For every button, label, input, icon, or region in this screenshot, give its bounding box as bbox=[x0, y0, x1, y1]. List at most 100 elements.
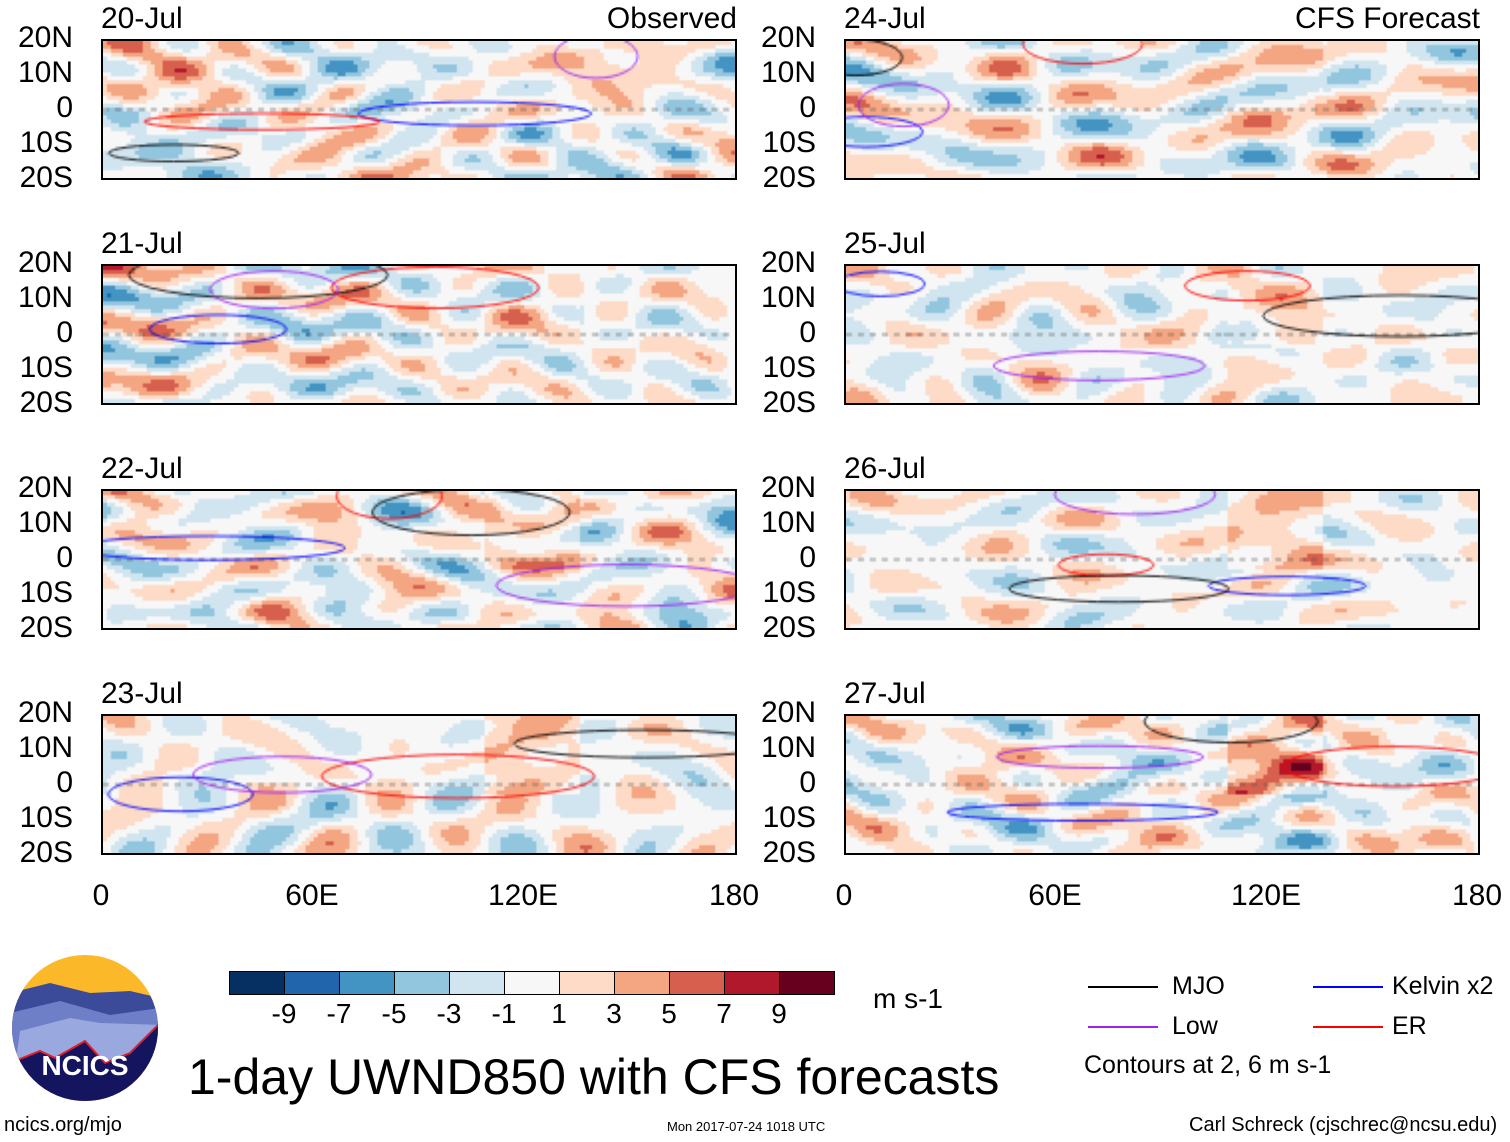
lat-label: 10S bbox=[762, 126, 816, 159]
map-panel-20-Jul bbox=[101, 39, 737, 180]
panel-date: 23-Jul bbox=[101, 677, 183, 710]
colorbar-label: 5 bbox=[661, 998, 677, 1029]
colorbar-label: -9 bbox=[271, 998, 297, 1029]
lat-label: 20S bbox=[19, 836, 73, 869]
lat-label: 10N bbox=[17, 56, 73, 89]
lat-label: 10N bbox=[17, 506, 73, 539]
lat-label: 10N bbox=[760, 281, 816, 314]
panel-date: 20-Jul bbox=[101, 2, 183, 35]
contour-note: Contours at 2, 6 m s-1 bbox=[1084, 1051, 1332, 1079]
lat-label: 20S bbox=[19, 611, 73, 644]
lat-label: 0 bbox=[56, 91, 73, 124]
lat-label: 20S bbox=[762, 836, 816, 869]
panel-date: 22-Jul bbox=[101, 452, 183, 485]
footer-url[interactable]: ncics.org/mjo bbox=[4, 1114, 122, 1136]
lat-label: 0 bbox=[799, 766, 816, 799]
map-panel-23-Jul bbox=[101, 714, 737, 855]
lat-label: 10S bbox=[19, 576, 73, 609]
panel-date: 25-Jul bbox=[844, 227, 926, 260]
wind-anomaly-field bbox=[846, 266, 1478, 403]
legend-mjo: MJO bbox=[1172, 972, 1225, 1000]
legend-line-kelvin bbox=[1313, 986, 1383, 988]
lat-label: 10S bbox=[762, 576, 816, 609]
legend-low: Low bbox=[1172, 1012, 1218, 1040]
lat-label: 0 bbox=[56, 316, 73, 349]
lat-label: 0 bbox=[799, 316, 816, 349]
map-panel-21-Jul bbox=[101, 264, 737, 405]
lat-label: 0 bbox=[56, 541, 73, 574]
lat-label: 20N bbox=[760, 21, 816, 54]
ncics-logo: NCICS bbox=[12, 955, 158, 1101]
lat-label: 20N bbox=[17, 21, 73, 54]
lat-label: 20N bbox=[17, 246, 73, 279]
lat-label: 10S bbox=[762, 351, 816, 384]
panel-date: 27-Jul bbox=[844, 677, 926, 710]
map-panel-27-Jul bbox=[844, 714, 1480, 855]
wind-anomaly-field bbox=[103, 491, 735, 628]
lon-label: 0 bbox=[835, 879, 853, 912]
colorbar-label: 3 bbox=[606, 998, 622, 1029]
lon-label: 60E bbox=[285, 879, 339, 912]
lat-label: 10S bbox=[19, 801, 73, 834]
panel-date: 26-Jul bbox=[844, 452, 926, 485]
legend-kelvin: Kelvin x2 bbox=[1392, 972, 1494, 1000]
lat-label: 20S bbox=[19, 161, 73, 194]
colorbar-label: -1 bbox=[491, 998, 517, 1029]
map-panel-25-Jul bbox=[844, 264, 1480, 405]
legend-line-mjo bbox=[1088, 986, 1158, 988]
colorbar-label: 1 bbox=[551, 998, 567, 1029]
panel-date: 21-Jul bbox=[101, 227, 183, 260]
lon-label: 120E bbox=[1230, 879, 1302, 912]
colorbar-swatch bbox=[560, 972, 615, 994]
lat-label: 20S bbox=[762, 611, 816, 644]
lat-label: 20S bbox=[19, 386, 73, 419]
wind-anomaly-field bbox=[103, 716, 735, 853]
lon-label: 180 bbox=[1451, 879, 1503, 912]
wind-anomaly-field bbox=[846, 716, 1478, 853]
colorbar-swatch bbox=[780, 972, 834, 994]
lat-label: 20S bbox=[762, 386, 816, 419]
lon-label: 120E bbox=[487, 879, 559, 912]
map-panel-24-Jul bbox=[844, 39, 1480, 180]
colorbar-label: -5 bbox=[381, 998, 407, 1029]
lat-label: 20N bbox=[17, 471, 73, 504]
colorbar-swatch bbox=[670, 972, 725, 994]
colorbar-swatch bbox=[285, 972, 340, 994]
lat-label: 10N bbox=[760, 506, 816, 539]
svg-text:NCICS: NCICS bbox=[41, 1050, 128, 1081]
colorbar-swatch bbox=[395, 972, 450, 994]
lat-label: 10N bbox=[760, 731, 816, 764]
colorbar-swatch bbox=[725, 972, 780, 994]
lat-label: 10N bbox=[17, 731, 73, 764]
figure-title: 1-day UWND850 with CFS forecasts bbox=[188, 1049, 1000, 1105]
lat-label: 20N bbox=[760, 246, 816, 279]
lat-label: 20N bbox=[760, 696, 816, 729]
wind-anomaly-field bbox=[846, 491, 1478, 628]
lat-label: 20N bbox=[760, 471, 816, 504]
lat-label: 20S bbox=[762, 161, 816, 194]
legend-line-er bbox=[1313, 1026, 1383, 1028]
colorbar-units: m s-1 bbox=[873, 983, 943, 1014]
lon-label: 180 bbox=[708, 879, 760, 912]
colorbar-swatch bbox=[340, 972, 395, 994]
colorbar-label: -7 bbox=[326, 998, 352, 1029]
wind-anomaly-field bbox=[846, 41, 1478, 178]
lat-label: 0 bbox=[56, 766, 73, 799]
lat-label: 10S bbox=[19, 126, 73, 159]
colorbar-label: 9 bbox=[771, 998, 787, 1029]
legend-line-low bbox=[1088, 1026, 1158, 1028]
lat-label: 10N bbox=[760, 56, 816, 89]
wind-anomaly-field bbox=[103, 266, 735, 403]
column-title: Observed bbox=[606, 2, 737, 35]
colorbar-label: 7 bbox=[716, 998, 732, 1029]
footer-timestamp: Mon 2017-07-24 1018 UTC bbox=[667, 1119, 826, 1134]
colorbar-swatch bbox=[450, 972, 505, 994]
map-panel-22-Jul bbox=[101, 489, 737, 630]
colorbar-label: -3 bbox=[436, 998, 462, 1029]
colorbar-swatch bbox=[230, 972, 285, 994]
legend-er: ER bbox=[1392, 1012, 1427, 1040]
lon-label: 0 bbox=[92, 879, 110, 912]
footer-author: Carl Schreck (cjschrec@ncsu.edu) bbox=[1189, 1114, 1498, 1136]
colorbar-swatch bbox=[505, 972, 560, 994]
lon-label: 60E bbox=[1028, 879, 1082, 912]
